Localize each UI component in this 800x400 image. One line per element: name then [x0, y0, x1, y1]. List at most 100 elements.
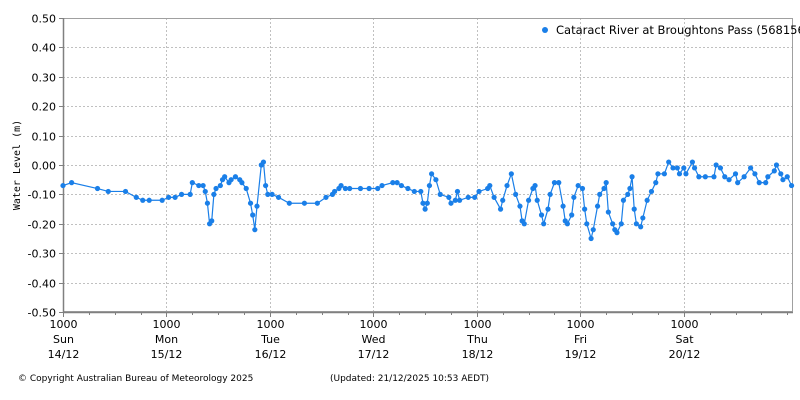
data-point [588, 235, 594, 242]
y-axis-label: Water Level (m) [12, 120, 23, 210]
data-point [629, 174, 635, 180]
data-point [556, 180, 562, 186]
data-point [571, 194, 577, 200]
data-point [213, 185, 219, 192]
data-point [394, 180, 400, 186]
data-point [418, 188, 424, 195]
data-point [638, 224, 644, 230]
copyright-text: © Copyright Australian Bureau of Meteoro… [18, 374, 254, 384]
x-tick-time: 1000 [153, 318, 181, 331]
data-point [541, 221, 547, 227]
data-point [780, 177, 786, 183]
x-tick-date: 18/12 [462, 348, 494, 361]
data-point [60, 182, 66, 189]
data-point [765, 174, 771, 180]
y-tick-label: -0.20 [28, 219, 56, 232]
y-tick-label: 0.00 [32, 160, 57, 173]
legend-marker [542, 27, 548, 33]
data-point [265, 191, 271, 197]
data-point [209, 218, 215, 224]
data-point [228, 177, 234, 183]
y-tick-label: 0.30 [32, 72, 57, 85]
x-tick-day: Thu [466, 333, 488, 346]
data-point [222, 174, 228, 180]
data-point [243, 185, 249, 192]
data-point [398, 182, 405, 189]
y-tick-label: -0.30 [28, 248, 56, 261]
data-point [713, 162, 719, 168]
series-cataract-river [60, 159, 795, 242]
data-point [655, 171, 661, 177]
data-point [517, 203, 523, 209]
data-point [575, 182, 581, 189]
x-tick-day: Fri [574, 333, 587, 346]
data-point [338, 182, 344, 189]
data-point [683, 171, 689, 177]
data-point [454, 188, 461, 195]
data-point [584, 221, 590, 227]
data-point [254, 203, 260, 209]
x-tick-date: 15/12 [151, 348, 183, 361]
data-point [538, 212, 545, 218]
data-point [681, 165, 687, 171]
data-point [676, 171, 683, 177]
data-point [476, 188, 482, 195]
data-point [648, 188, 655, 195]
data-point [551, 180, 558, 186]
data-point [428, 171, 435, 177]
data-point [465, 194, 471, 200]
data-point [702, 174, 708, 180]
data-point [545, 206, 551, 212]
series-line [62, 160, 793, 241]
data-point [525, 197, 532, 203]
data-point [521, 221, 527, 227]
data-point [422, 206, 428, 212]
data-point [178, 191, 185, 197]
data-point [105, 188, 111, 195]
data-point [411, 188, 417, 195]
y-tick-label: -0.50 [28, 307, 56, 320]
x-tick-time: 1000 [360, 318, 388, 331]
data-point [342, 185, 348, 192]
data-point [722, 174, 728, 180]
data-point [487, 182, 493, 189]
data-point [217, 182, 223, 189]
data-point [711, 174, 717, 180]
data-point [472, 194, 478, 200]
x-tick-date: 19/12 [565, 348, 597, 361]
legend: Cataract River at Broughtons Pass (56815… [542, 23, 800, 37]
data-point [625, 191, 631, 197]
data-point [661, 171, 667, 177]
x-tick-day: Mon [155, 333, 178, 346]
data-point [534, 197, 540, 203]
x-tick-time: 1000 [464, 318, 492, 331]
data-point [211, 191, 217, 197]
axes: 0.50 0.40 0.30 0.20 0.10 0.00 -0.10 -0.20 -0.30 -… [28, 13, 793, 361]
data-point [122, 188, 129, 195]
data-point [560, 203, 566, 209]
data-point [426, 182, 433, 189]
data-point [433, 177, 439, 183]
data-point [133, 194, 139, 200]
y-tick-label: -0.40 [28, 278, 56, 291]
data-point [603, 180, 609, 186]
data-point [172, 194, 178, 200]
data-point [446, 194, 452, 200]
data-point [773, 162, 780, 168]
data-point [627, 185, 633, 192]
data-point [752, 171, 758, 177]
data-point [405, 185, 411, 192]
data-point [94, 185, 101, 192]
data-point [452, 197, 458, 203]
data-point [252, 227, 258, 233]
data-point [275, 194, 282, 200]
x-tick-day: Sun [53, 333, 74, 346]
x-tick-date: 16/12 [255, 348, 287, 361]
data-point [331, 188, 338, 195]
data-point [735, 180, 741, 186]
data-point [620, 197, 627, 203]
data-point [189, 180, 195, 186]
x-tick-time: 1000 [257, 318, 285, 331]
x-tick-day: Tue [260, 333, 280, 346]
